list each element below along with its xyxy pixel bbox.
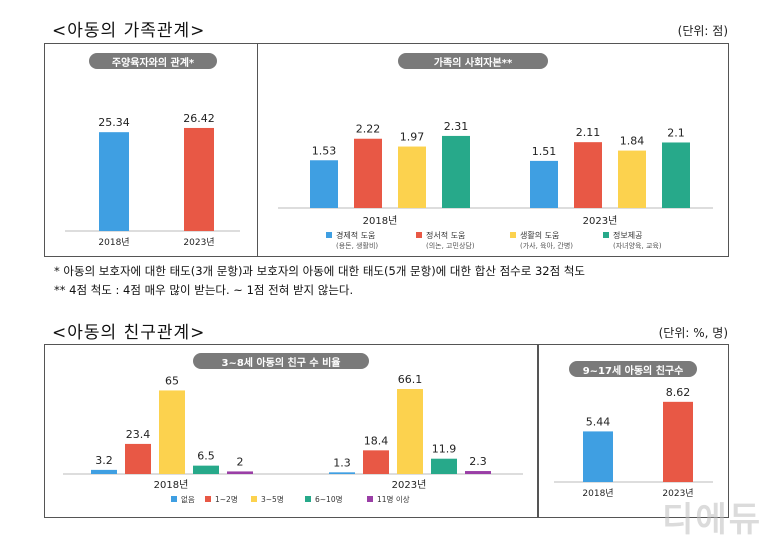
social-value-label-0-1: 2.22 [356, 123, 381, 136]
ratio-value-label-0-0: 3.2 [95, 454, 113, 467]
ratio-bar-0-4 [227, 471, 253, 474]
ratio-bar-0-2 [159, 390, 185, 474]
ratio-legend-swatch-2 [251, 496, 257, 502]
count-category-label-1: 2023년 [662, 488, 693, 499]
caregiver-bar-1 [184, 127, 214, 231]
ratio-bar-0-3 [193, 465, 219, 474]
social-value-label-1-1: 2.11 [576, 126, 601, 139]
friends-unit-label: (단위: %, 명) [658, 326, 728, 340]
friends-section-title: <아동의 친구관계> [52, 323, 206, 343]
ratio-legend-swatch-0 [171, 496, 177, 502]
ratio-group-label-0: 2018년 [154, 479, 189, 491]
social-bar-0-1 [354, 138, 382, 208]
social-legend-sub-0: (용돈, 생활비) [336, 241, 378, 250]
ratio-value-label-0-3: 6.5 [197, 450, 215, 463]
social-group-label-0: 2018년 [363, 215, 398, 227]
ratio-value-label-0-4: 2 [237, 455, 244, 468]
social-capital-chart: 1.53 1.51 2.22 2.11 1.97 1.84 2.31 2.1 2018년 2023… [278, 120, 713, 250]
friend-ratio-panel: 3~8세 아동의 친구 수 비율 3.2 1.3 23.4 18.4 65 66.1 6.5… [44, 344, 538, 518]
footnote-1: * 아동의 보호자에 대한 태도(3개 문항)과 보호자의 아동에 대한 태도(… [54, 264, 585, 278]
family-unit-label: (단위: 점) [677, 24, 728, 38]
social-legend-swatch-1 [416, 232, 422, 238]
social-bar-1-1 [574, 142, 602, 208]
ratio-value-label-1-0: 1.3 [333, 456, 351, 469]
social-bar-1-3 [662, 142, 690, 208]
social-legend-label-3: 정보제공 [613, 230, 642, 240]
ratio-bar-0-0 [91, 469, 117, 474]
social-legend-label-1: 정서적 도움 [426, 230, 465, 240]
caregiver-panel: 주양육자와의 관계* 25.34 2018년 26.42 2023년 [44, 43, 259, 257]
ratio-legend-swatch-1 [205, 496, 211, 502]
social-value-label-1-2: 1.84 [620, 135, 645, 148]
ratio-value-label-0-2: 65 [165, 374, 179, 387]
watermark-logo: 디에듀 [662, 500, 762, 540]
caregiver-chart: 25.34 2018년 26.42 2023년 [65, 112, 240, 248]
footnote-2: ** 4점 척도 : 4점 매우 많이 받는다. ~ 1점 전혀 받지 않는다. [54, 283, 354, 297]
social-bar-0-2 [398, 146, 426, 208]
friend-ratio-chart: 3.2 1.3 23.4 18.4 65 66.1 6.5 11.9 2 2.3 2018년 2023… [63, 373, 523, 504]
count-value-label-1: 8.62 [666, 386, 691, 399]
social-legend-sub-2: (가사, 육아, 간병) [520, 241, 573, 250]
ratio-legend-swatch-4 [367, 496, 373, 502]
ratio-legend-label-4: 11명 이상 [377, 494, 410, 504]
ratio-legend-label-2: 3~5명 [261, 494, 284, 504]
ratio-bar-1-3 [431, 458, 457, 474]
ratio-legend-swatch-3 [305, 496, 311, 502]
social-bar-1-0 [530, 160, 558, 208]
count-bar-0 [583, 431, 613, 482]
ratio-legend-label-0: 없음 [181, 495, 195, 504]
ratio-value-label-1-4: 2.3 [469, 455, 487, 468]
social-legend-swatch-3 [603, 232, 609, 238]
ratio-value-label-1-3: 11.9 [432, 443, 457, 456]
ratio-bar-0-1 [125, 443, 151, 474]
social-bar-0-3 [442, 135, 470, 208]
social-value-label-0-0: 1.53 [312, 144, 337, 157]
social-value-label-1-3: 2.1 [667, 126, 685, 139]
ratio-bar-1-0 [329, 472, 355, 474]
count-category-label-0: 2018년 [582, 488, 613, 499]
caregiver-category-label-1: 2023년 [183, 237, 214, 248]
social-value-label-0-3: 2.31 [444, 120, 469, 133]
ratio-group-label-1: 2023년 [392, 479, 427, 491]
social-capital-chart-title: 가족의 사회자본** [398, 53, 548, 69]
caregiver-value-label-1: 26.42 [183, 112, 215, 125]
friend-count-chart-title: 9~17세 아동의 친구수 [569, 361, 697, 377]
social-group-label-1: 2023년 [583, 215, 618, 227]
ratio-bar-1-4 [465, 471, 491, 474]
caregiver-chart-title: 주양육자와의 관계* [89, 53, 217, 69]
social-legend-label-2: 생활의 도움 [520, 230, 559, 240]
social-legend-swatch-0 [326, 232, 332, 238]
friend-count-chart: 5.44 2018년 8.62 2023년 [554, 386, 713, 499]
ratio-legend-label-3: 6~10명 [315, 494, 343, 504]
ratio-value-label-0-1: 23.4 [126, 428, 151, 441]
ratio-bar-1-2 [397, 389, 423, 474]
ratio-value-label-1-2: 66.1 [398, 373, 423, 386]
social-bar-0-0 [310, 160, 338, 208]
social-value-label-1-0: 1.51 [532, 145, 557, 158]
friend-count-panel: 9~17세 아동의 친구수 5.44 2018년 8.62 2023년 [538, 344, 729, 518]
social-bar-1-2 [618, 150, 646, 208]
social-legend-label-0: 경제적 도움 [336, 230, 375, 240]
ratio-bar-1-1 [363, 450, 389, 474]
family-section-title: <아동의 가족관계> [52, 21, 206, 41]
count-bar-1 [663, 401, 693, 482]
friend-ratio-chart-title: 3~8세 아동의 친구 수 비율 [193, 353, 369, 369]
caregiver-category-label-0: 2018년 [98, 237, 129, 248]
ratio-value-label-1-1: 18.4 [364, 434, 389, 447]
caregiver-bar-0 [99, 132, 129, 231]
ratio-legend-label-1: 1~2명 [215, 494, 238, 504]
social-value-label-0-2: 1.97 [400, 131, 425, 144]
count-value-label-0: 5.44 [586, 415, 611, 428]
social-legend-sub-3: (자녀양육, 교육) [613, 241, 662, 250]
caregiver-value-label-0: 25.34 [98, 116, 130, 129]
social-capital-panel: 가족의 사회자본** 1.53 1.51 2.22 2.11 1.97 1.84 2.31 2… [257, 43, 729, 257]
social-legend-swatch-2 [510, 232, 516, 238]
social-legend-sub-1: (의논, 고민상담) [426, 241, 475, 250]
